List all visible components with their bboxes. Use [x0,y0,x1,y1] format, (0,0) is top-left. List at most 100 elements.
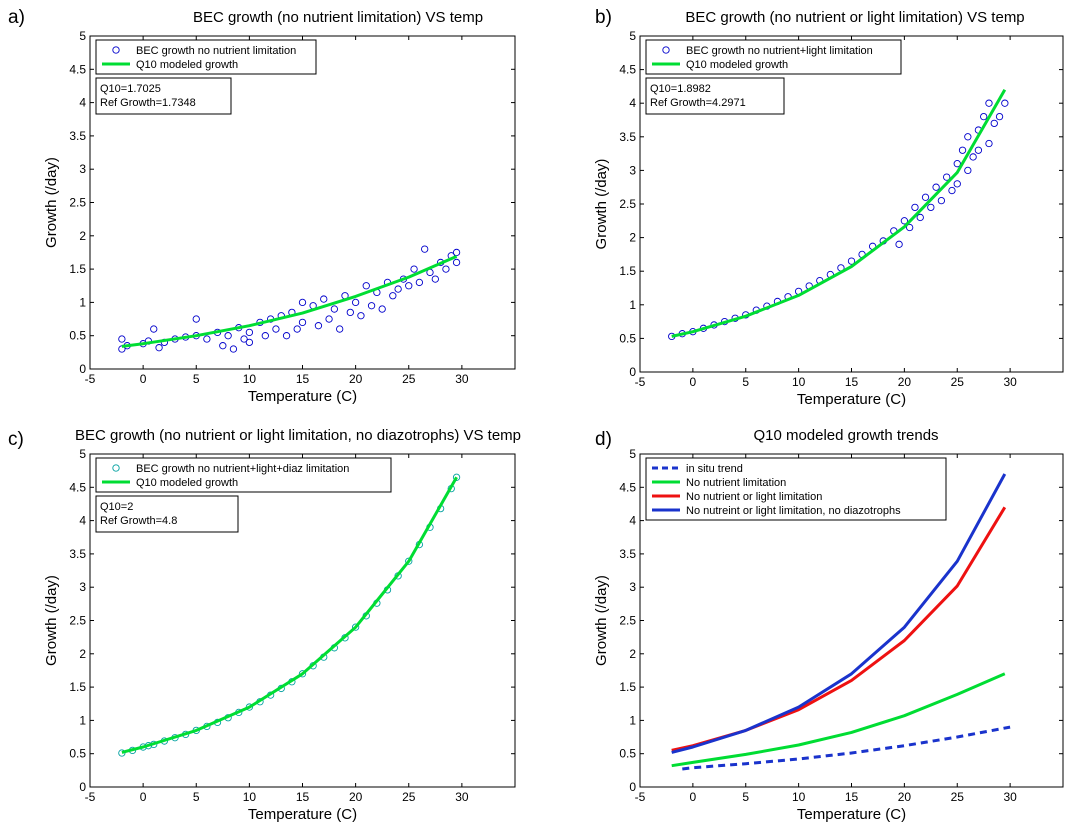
series-line [121,255,458,348]
data-point [245,338,254,347]
x-tick-label: -5 [635,375,646,389]
y-tick-label: 0.5 [619,747,636,761]
data-point [911,203,919,212]
data-point [394,285,402,293]
y-tick-label: 0.5 [69,329,86,343]
data-point [906,223,914,232]
y-tick-label: 5 [79,447,86,461]
x-axis-label: Temperature (C) [797,806,906,823]
x-tick-label: 15 [845,790,859,804]
data-point [442,265,450,273]
y-tick-label: 2 [629,231,636,245]
x-tick-label: 15 [296,372,310,386]
data-point [336,325,344,333]
y-tick-label: 2.5 [69,196,86,210]
data-point [953,180,961,188]
y-tick-label: 4 [79,96,86,110]
data-point [985,99,993,107]
data-point [927,203,935,212]
data-point [346,308,354,317]
annotation-box [645,77,785,115]
y-tick-label: 4 [629,514,636,528]
y-axis-label: Growth (/day) [43,157,60,248]
legend-label: in situ trend [686,463,743,475]
data-point [405,557,413,565]
x-tick-label: 25 [402,372,416,386]
chart-title: BEC growth (no nutrient or light limitat… [685,9,1024,26]
data-point [272,325,280,333]
annotation-box [95,77,232,115]
data-point [219,342,227,350]
data-point [958,146,967,154]
data-point [932,183,940,191]
x-axis-label: Temperature (C) [248,806,357,823]
y-axis-label: Growth (/day) [593,159,610,250]
chart-title: BEC growth (no nutrient or light limitat… [75,427,521,444]
data-point [155,344,163,352]
y-tick-label: 4.5 [69,480,86,494]
y-tick-label: 2.5 [619,197,636,211]
y-tick-label: 1 [629,298,636,312]
x-tick-label: 20 [349,790,363,804]
data-point [298,298,307,307]
y-tick-label: 3 [629,163,636,177]
data-point [990,119,998,128]
panel-3: c) BEC growth (no nutrient or light limit… [8,427,521,823]
y-tick-label: 1.5 [619,680,636,694]
series-line [671,473,1007,754]
legend-marker [112,464,120,472]
legend-box [645,457,947,521]
y-tick-label: 0 [629,780,636,794]
y-tick-label: 2.5 [69,614,86,628]
y-tick-label: 3 [79,580,86,594]
chart-title: BEC growth (no nutrient limitation) VS t… [193,9,483,26]
data-point [953,160,961,168]
y-tick-label: 1.5 [69,262,86,276]
legend-label: No nutreint or light limitation, no diaz… [686,505,901,517]
x-tick-label: 25 [402,790,416,804]
x-tick-label: -5 [85,372,96,386]
data-point [415,278,424,287]
x-tick-label: 25 [951,790,965,804]
data-point [192,315,200,323]
x-tick-label: 30 [455,372,469,386]
y-tick-label: 3.5 [69,129,86,143]
data-point [452,473,461,481]
x-tick-label: 0 [690,790,697,804]
x-tick-label: 5 [742,375,749,389]
data-point [118,335,126,343]
data-point [240,335,248,343]
y-tick-label: 0 [629,365,636,379]
legend-marker [662,46,670,54]
y-tick-label: 4.5 [619,63,636,77]
data-point [421,245,429,253]
y-tick-label: 5 [629,29,636,43]
series-line [671,89,1007,338]
y-tick-label: 1.5 [69,680,86,694]
data-point [921,193,930,201]
y-tick-label: 4 [79,514,86,528]
panel-label: b) [595,7,612,28]
y-tick-label: 3.5 [619,547,636,561]
series-line [671,506,1007,752]
legend-marker [112,46,120,54]
data-point [895,240,903,248]
panel-label: c) [8,429,24,450]
x-tick-label: -5 [635,790,646,804]
annotation-text: Ref Growth=4.2971 [650,97,746,109]
data-point [916,213,924,222]
panel-1: a) BEC growth (no nutrient limitation) VS… [8,7,516,405]
annotation-text: Q10=2 [100,501,133,513]
data-point [293,325,301,333]
panel-label: d) [595,429,612,450]
data-point [937,196,946,205]
data-point [320,295,328,303]
x-tick-label: 10 [243,790,257,804]
data-point [389,292,397,300]
legend-label: Q10 modeled growth [686,59,788,71]
data-point [900,217,909,225]
annotation-text: Ref Growth=4.8 [100,515,177,527]
data-point [282,332,291,340]
y-tick-label: 0.5 [69,747,86,761]
